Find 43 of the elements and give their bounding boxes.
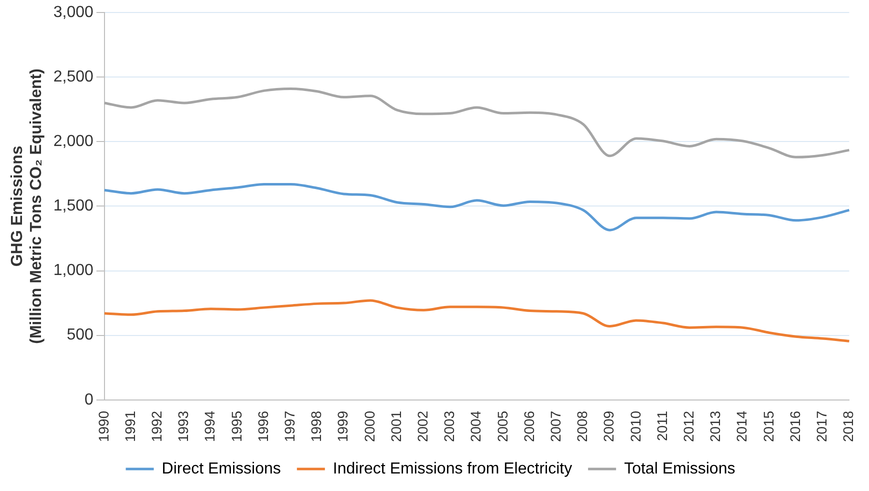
line-series [103,183,850,232]
x-tick-label: 2017 [813,410,830,442]
x-tick-label: 2002 [414,410,430,442]
x-tick-label: 2005 [494,410,510,442]
x-tick-label: 2000 [361,410,378,442]
y-tick-label: 2,500 [53,68,94,86]
x-tick-label: 1991 [122,410,138,442]
x-tick-label: 1999 [334,410,351,442]
line-series [103,88,850,158]
x-tick-label: 2001 [388,410,404,442]
y-tick-label: 3,000 [53,4,94,22]
x-tick-label: 1997 [281,410,298,442]
y-tick-label: 0 [84,391,94,408]
x-tick-label: 1993 [175,410,192,442]
x-tick-label: 2013 [707,410,724,442]
x-tick-label: 2010 [627,410,644,442]
x-tick-label: 2018 [840,410,856,442]
x-tick-label: 1994 [202,410,218,442]
y-tick-label: 1,000 [53,262,94,280]
y-tick-label: 2,000 [53,133,94,150]
y-tick-label: 500 [66,326,94,344]
y-axis-title: GHG Emissions (Million Metric Tons CO₂ Equivalent) [9,68,46,344]
x-tick-label: 2012 [680,410,696,442]
legend-label: Indirect Emissions from Electricity [332,460,572,478]
y-tick-label: 1,500 [53,198,94,215]
x-tick-label: 2007 [547,410,564,442]
x-tick-label: 1996 [254,410,271,442]
x-tick-label: 2015 [760,410,776,442]
x-tick-label: 1990 [95,410,112,442]
x-tick-label: 2003 [441,410,458,442]
line-series [103,299,850,342]
x-tick-label: 2011 [654,410,670,441]
x-tick-label: 2014 [734,410,750,442]
x-tick-label: 1998 [308,410,324,442]
legend-label: Direct Emissions [162,460,281,478]
x-tick-label: 2008 [574,410,590,442]
x-tick-label: 1992 [148,410,164,442]
x-tick-label: 1995 [228,410,244,442]
x-tick-label: 2006 [520,410,537,442]
x-tick-label: 2009 [600,410,617,442]
x-tick-label: 2016 [786,410,803,442]
legend-label: Total Emissions [624,460,736,478]
x-tick-label: 2004 [468,410,484,442]
